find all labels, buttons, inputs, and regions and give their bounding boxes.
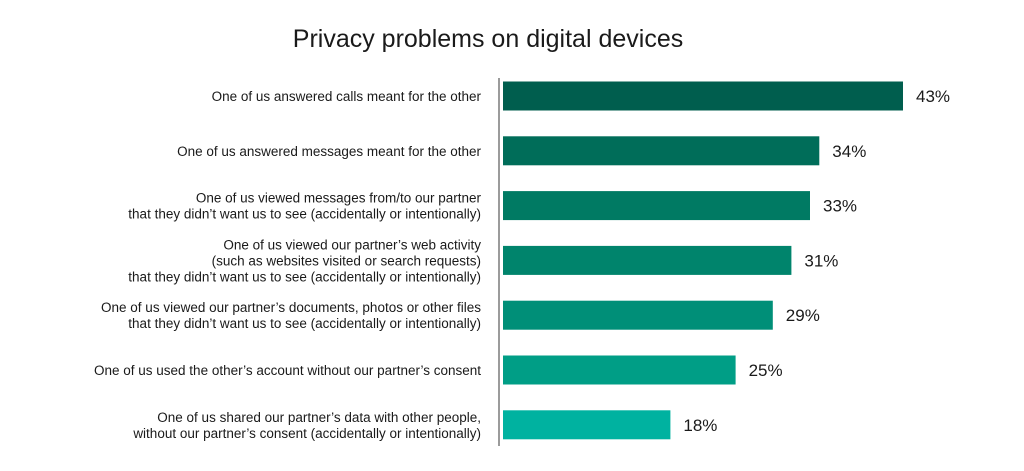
bar xyxy=(503,300,773,330)
category-label: One of us viewed our partner’s web activ… xyxy=(223,237,481,252)
category-label: One of us used the other’s account witho… xyxy=(94,363,481,378)
category-label-group: One of us answered calls meant for the o… xyxy=(94,89,481,441)
chart-title: Privacy problems on digital devices xyxy=(293,25,683,53)
bar-value-label: 34% xyxy=(832,142,866,161)
category-label: One of us shared our partner’s data with… xyxy=(157,410,481,425)
bar-value-label: 33% xyxy=(823,197,857,216)
category-label: that they didn’t want us to see (acciden… xyxy=(128,316,481,331)
bar xyxy=(503,191,810,221)
bar xyxy=(503,355,736,385)
bar xyxy=(503,245,792,275)
bar xyxy=(503,410,671,440)
bar xyxy=(503,136,820,166)
value-label-group: 43% 34% 33% 31% 29% 25% 18% xyxy=(683,87,950,435)
category-label: without our partner’s consent (accidenta… xyxy=(132,426,481,441)
bar-value-label: 31% xyxy=(804,251,838,270)
category-label: One of us viewed messages from/to our pa… xyxy=(196,191,482,206)
bar-value-label: 25% xyxy=(749,361,783,380)
bar-value-label: 29% xyxy=(786,306,820,325)
category-label: One of us answered messages meant for th… xyxy=(177,144,481,159)
category-label: that they didn’t want us to see (acciden… xyxy=(128,269,481,284)
category-label: One of us answered calls meant for the o… xyxy=(212,89,482,104)
category-label: that they didn’t want us to see (acciden… xyxy=(128,207,481,222)
bar-value-label: 43% xyxy=(916,87,950,106)
category-label: One of us viewed our partner’s documents… xyxy=(101,300,481,315)
bar-value-label: 18% xyxy=(683,416,717,435)
bar xyxy=(503,81,903,111)
bar-group xyxy=(503,81,903,440)
category-label: (such as websites visited or search requ… xyxy=(212,253,481,268)
